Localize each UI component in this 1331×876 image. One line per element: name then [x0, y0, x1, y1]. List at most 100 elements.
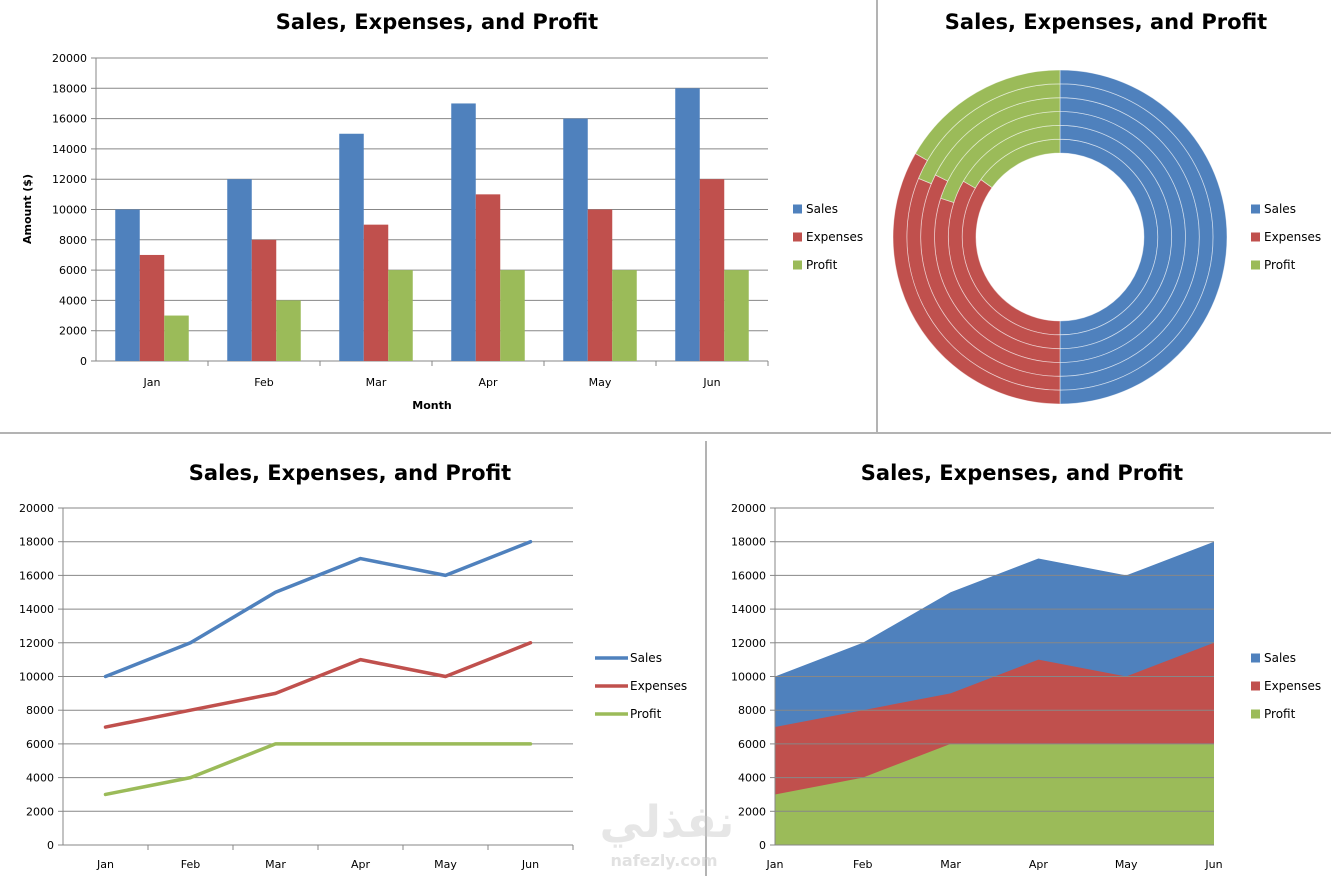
line-y-tick-label: 4000 — [26, 772, 54, 785]
bar-x-tick-label: Mar — [366, 376, 387, 389]
line-y-tick-label: 8000 — [26, 704, 54, 717]
line-x-tick-label: Apr — [351, 858, 371, 871]
bar-sales — [563, 118, 588, 361]
bar-chart-x-ticks: Jan Feb Mar Apr May Jun — [143, 376, 721, 389]
bar-chart-gridlines — [91, 57, 769, 366]
area-y-tick-label: 8000 — [738, 704, 766, 717]
donut-legend-label: Expenses — [1264, 230, 1321, 244]
line-y-tick-label: 12000 — [19, 637, 54, 650]
line-x-tick-label: Jan — [96, 858, 114, 871]
bar-expenses — [475, 194, 501, 361]
area-chart-legend: Sales Expenses Profit — [1251, 651, 1321, 721]
area-chart-x-ticks: Jan Feb Mar Apr May Jun — [766, 858, 1223, 871]
area-legend-key — [1251, 709, 1260, 719]
line-x-tick-label: Mar — [265, 858, 286, 871]
donut-chart-rings — [892, 69, 1228, 405]
bar-profit — [724, 270, 749, 361]
bar-profit — [164, 315, 189, 361]
bar-profit — [500, 270, 525, 361]
bar-legend-label: Expenses — [806, 230, 863, 244]
bar-chart-title: Sales, Expenses, and Profit — [276, 10, 598, 34]
watermark: نفذلي nafezly.com — [600, 797, 735, 870]
line-y-tick-label: 18000 — [19, 536, 54, 549]
bar-x-tick-label: Apr — [478, 376, 498, 389]
area-y-tick-label: 18000 — [731, 536, 766, 549]
area-y-tick-label: 10000 — [731, 671, 766, 684]
donut-chart-legend: Sales Expenses Profit — [1251, 202, 1321, 272]
bar-expenses — [139, 254, 165, 361]
area-y-tick-label: 2000 — [738, 805, 766, 818]
area-y-tick-label: 20000 — [731, 502, 766, 515]
line-chart-series — [103, 539, 533, 797]
donut-chart: Sales, Expenses, and Profit Sales Expense… — [892, 10, 1321, 405]
area-legend-label: Sales — [1264, 651, 1296, 665]
bar-x-tick-label: Jun — [702, 376, 720, 389]
line-y-tick-label: 20000 — [19, 502, 54, 515]
bar-y-tick-label: 0 — [80, 355, 87, 368]
bar-legend-key — [793, 260, 802, 270]
line-legend-label: Expenses — [630, 679, 687, 693]
bar-profit — [612, 270, 637, 361]
bar-y-tick-label: 6000 — [59, 264, 87, 277]
bar-x-tick-label: Jan — [143, 376, 161, 389]
bar-expenses — [587, 209, 613, 361]
donut-slice-profit — [914, 69, 1061, 161]
area-legend-label: Profit — [1264, 707, 1296, 721]
line-y-tick-label: 14000 — [19, 603, 54, 616]
bar-sales — [675, 88, 700, 362]
area-chart-title: Sales, Expenses, and Profit — [861, 461, 1183, 485]
line-y-tick-label: 10000 — [19, 671, 54, 684]
line-series-sales — [103, 539, 533, 679]
line-chart-x-ticks: Jan Feb Mar Apr May Jun — [96, 858, 539, 871]
area-legend-key — [1251, 681, 1260, 691]
line-x-tick-label: May — [434, 858, 457, 871]
bar-chart-y-axis-title: Amount ($) — [21, 174, 34, 244]
bar-profit — [276, 300, 301, 361]
bar-sales — [451, 103, 476, 361]
line-legend-label: Profit — [630, 707, 662, 721]
bar-y-tick-label: 18000 — [52, 82, 87, 95]
bar-legend-label: Sales — [806, 202, 838, 216]
bar-sales — [339, 133, 364, 361]
area-x-tick-label: Feb — [853, 858, 872, 871]
line-chart-legend: Sales Expenses Profit — [595, 651, 687, 721]
watermark-logo: نفذلي — [600, 797, 735, 848]
bar-sales — [115, 209, 140, 361]
bar-chart: Sales, Expenses, and Profit 0 2000 4000 600… — [21, 10, 863, 412]
bar-legend-label: Profit — [806, 258, 838, 272]
line-x-tick-label: Feb — [181, 858, 200, 871]
bar-chart-x-axis-title: Month — [412, 399, 451, 412]
area-x-tick-label: Apr — [1029, 858, 1049, 871]
donut-legend-key — [1251, 204, 1260, 214]
line-chart: Sales, Expenses, and Profit 0 2000 4000 600… — [19, 461, 687, 871]
line-y-tick-label: 2000 — [26, 805, 54, 818]
area-x-tick-label: May — [1115, 858, 1138, 871]
bar-y-tick-label: 16000 — [52, 113, 87, 126]
line-y-tick-label: 6000 — [26, 738, 54, 751]
bar-y-tick-label: 10000 — [52, 204, 87, 217]
area-chart-gridlines — [770, 507, 1214, 846]
area-x-tick-label: Jan — [766, 858, 784, 871]
area-legend-key — [1251, 653, 1260, 663]
area-x-tick-label: Mar — [940, 858, 961, 871]
donut-legend-label: Sales — [1264, 202, 1296, 216]
line-chart-title: Sales, Expenses, and Profit — [189, 461, 511, 485]
bar-legend-key — [793, 232, 802, 242]
area-x-tick-label: Jun — [1204, 858, 1222, 871]
area-y-tick-label: 0 — [759, 839, 766, 852]
bar-y-tick-label: 4000 — [59, 294, 87, 307]
bar-chart-y-ticks: 0 2000 4000 6000 8000 10000 12000 14000 16000 180… — [52, 52, 87, 368]
bar-expenses — [699, 179, 725, 361]
bar-sales — [227, 179, 252, 361]
area-y-tick-label: 12000 — [731, 637, 766, 650]
bar-x-tick-label: Feb — [254, 376, 273, 389]
line-x-tick-label: Jun — [521, 858, 539, 871]
bar-legend-key — [793, 204, 802, 214]
bar-chart-legend: Sales Expenses Profit — [793, 202, 863, 272]
donut-chart-title: Sales, Expenses, and Profit — [945, 10, 1267, 34]
line-y-tick-label: 16000 — [19, 569, 54, 582]
bar-y-tick-label: 8000 — [59, 234, 87, 247]
area-y-tick-label: 16000 — [731, 569, 766, 582]
